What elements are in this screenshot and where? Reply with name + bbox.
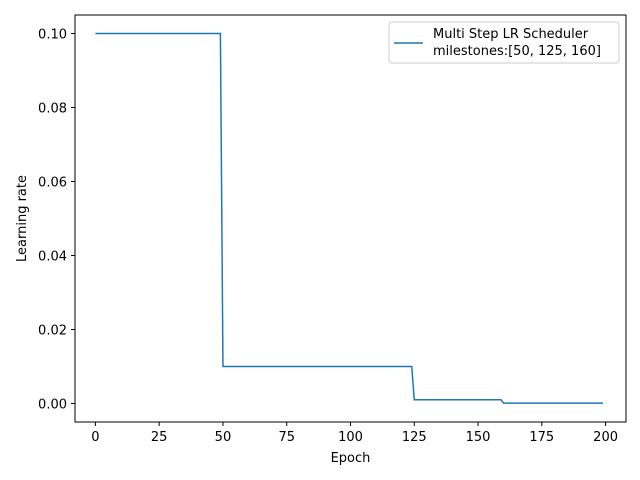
y-tick-label: 0.04 — [38, 250, 67, 265]
x-tick-label: 75 — [278, 430, 295, 445]
y-tick-label: 0.02 — [38, 324, 67, 339]
plot-area — [74, 14, 627, 423]
x-axis-label: Epoch — [331, 451, 371, 466]
legend: Multi Step LR Scheduler milestones:[50, … — [388, 21, 620, 64]
y-tick-label: 0.08 — [38, 102, 67, 117]
legend-label-line2: milestones:[50, 125, 160] — [433, 44, 601, 59]
x-axis-ticks: 0 25 50 75 100 125 150 175 200 — [91, 422, 618, 445]
x-tick-label: 100 — [338, 430, 363, 445]
y-tick-label: 0.00 — [38, 398, 67, 413]
x-tick-label: 150 — [466, 430, 491, 445]
x-tick-label: 175 — [529, 430, 554, 445]
y-tick-label: 0.10 — [38, 28, 67, 43]
x-tick-label: 125 — [402, 430, 427, 445]
y-axis-ticks: 0.00 0.02 0.04 0.06 0.08 0.10 — [38, 28, 75, 413]
legend-box — [388, 21, 620, 64]
x-tick-label: 0 — [91, 430, 99, 445]
x-tick-label: 25 — [151, 430, 168, 445]
y-axis-label: Learning rate — [15, 175, 30, 262]
x-tick-label: 50 — [215, 430, 232, 445]
y-tick-label: 0.06 — [38, 176, 67, 191]
series-line — [95, 32, 604, 404]
series-layer — [95, 32, 604, 404]
legend-label-line1: Multi Step LR Scheduler — [433, 27, 589, 42]
x-tick-label: 200 — [593, 430, 618, 445]
